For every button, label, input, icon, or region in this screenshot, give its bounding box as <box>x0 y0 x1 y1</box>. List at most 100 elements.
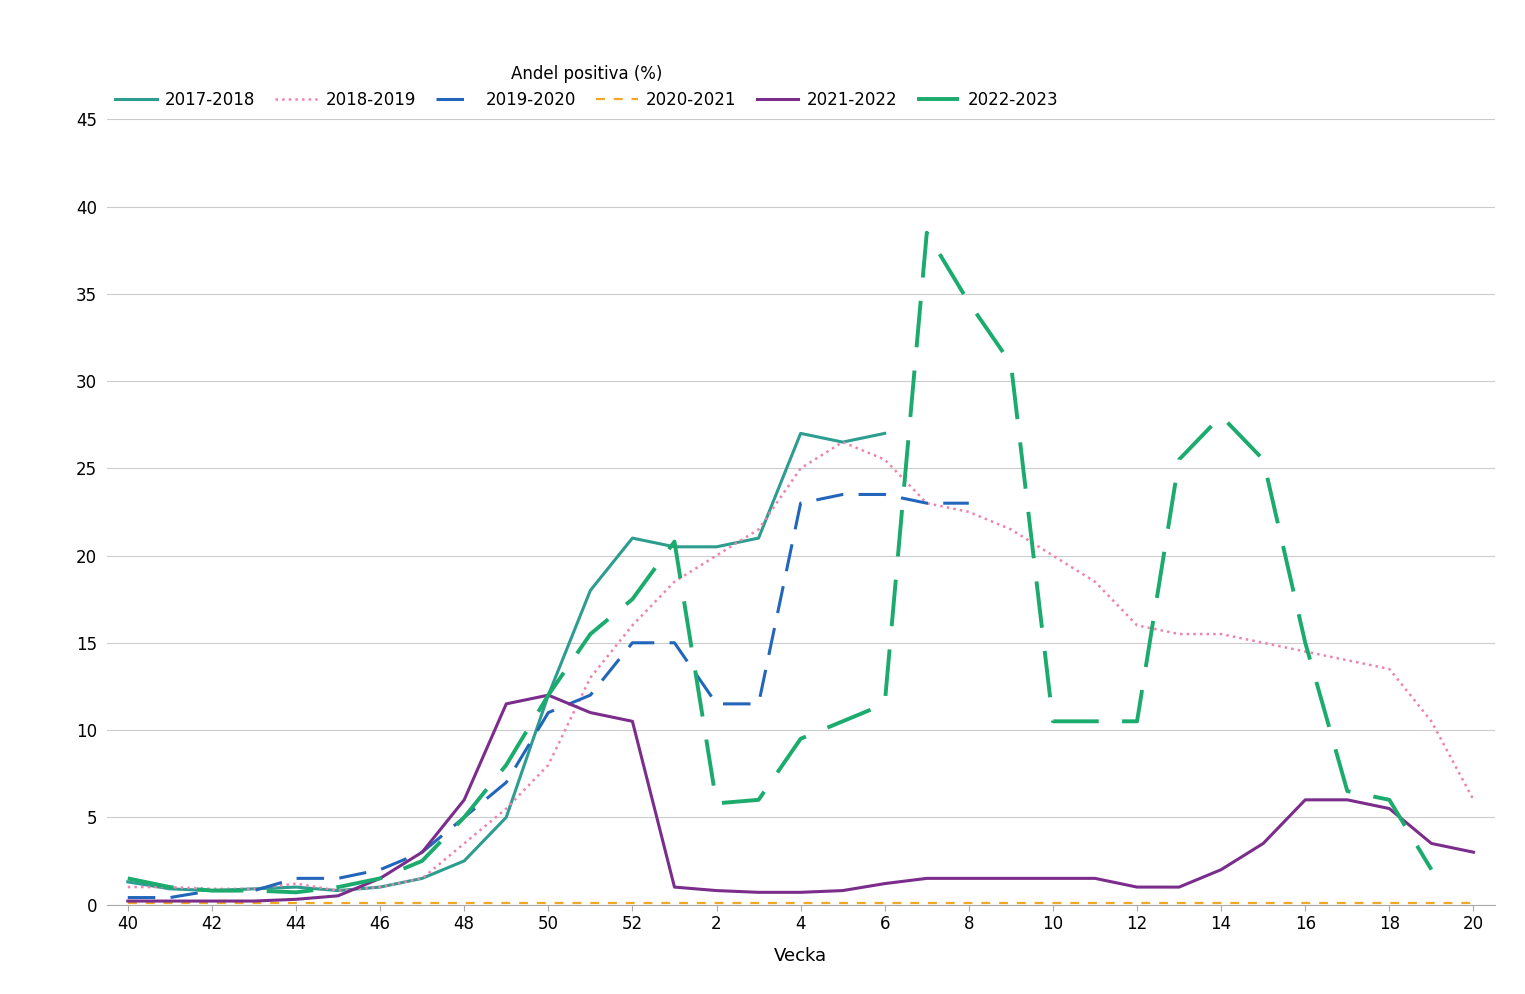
2021-2022 <box>119 895 137 907</box>
2020-2021 <box>1423 897 1441 909</box>
2021-2022 <box>203 895 221 907</box>
2021-2022 <box>1170 881 1188 893</box>
2019-2020 <box>413 846 432 858</box>
2020-2021 <box>834 897 852 909</box>
2019-2020 <box>371 864 389 876</box>
2022-2023 <box>1170 453 1188 465</box>
2018-2019 <box>413 873 432 885</box>
2022-2023 <box>1337 785 1356 797</box>
2018-2019 <box>918 497 936 509</box>
2020-2021 <box>1464 897 1482 909</box>
2018-2019 <box>1423 716 1441 728</box>
2019-2020 <box>875 488 894 500</box>
2018-2019 <box>1043 550 1061 562</box>
2017-2018 <box>119 876 137 888</box>
2017-2018 <box>203 885 221 897</box>
2021-2022 <box>1254 838 1272 850</box>
2021-2022 <box>665 881 683 893</box>
2020-2021 <box>119 897 137 909</box>
2017-2018 <box>749 532 767 544</box>
2018-2019 <box>160 881 178 893</box>
2017-2018 <box>791 427 810 439</box>
2018-2019 <box>791 462 810 474</box>
2020-2021 <box>329 897 348 909</box>
2019-2020 <box>119 892 137 904</box>
2017-2018 <box>371 881 389 893</box>
2017-2018 <box>875 427 894 439</box>
2018-2019 <box>1380 663 1398 675</box>
2021-2022 <box>875 878 894 890</box>
2018-2019 <box>203 883 221 895</box>
2018-2019 <box>708 550 726 562</box>
2022-2023 <box>834 716 852 728</box>
Line: 2017-2018: 2017-2018 <box>128 433 884 891</box>
2021-2022 <box>246 895 264 907</box>
2022-2023 <box>287 887 305 899</box>
2021-2022 <box>1296 794 1315 806</box>
2017-2018 <box>413 873 432 885</box>
2020-2021 <box>1002 897 1020 909</box>
2022-2023 <box>665 536 683 548</box>
2019-2020 <box>497 776 515 788</box>
2022-2023 <box>959 296 978 308</box>
2017-2018 <box>454 855 473 867</box>
2017-2018 <box>287 881 305 893</box>
2020-2021 <box>581 897 599 909</box>
2018-2019 <box>287 878 305 890</box>
2017-2018 <box>497 811 515 823</box>
2020-2021 <box>287 897 305 909</box>
2018-2019 <box>1254 637 1272 649</box>
2020-2021 <box>749 897 767 909</box>
2022-2023 <box>1380 794 1398 806</box>
2018-2019 <box>581 672 599 684</box>
2020-2021 <box>1128 897 1147 909</box>
2021-2022 <box>160 895 178 907</box>
2020-2021 <box>246 897 264 909</box>
2022-2023 <box>1002 358 1020 370</box>
2020-2021 <box>791 897 810 909</box>
2018-2019 <box>119 881 137 893</box>
2017-2018 <box>160 883 178 895</box>
2022-2023 <box>749 794 767 806</box>
2020-2021 <box>624 897 642 909</box>
2021-2022 <box>749 887 767 899</box>
2021-2022 <box>791 887 810 899</box>
2018-2019 <box>1296 645 1315 657</box>
2020-2021 <box>918 897 936 909</box>
2018-2019 <box>329 885 348 897</box>
2022-2023 <box>1254 453 1272 465</box>
2022-2023 <box>1086 716 1104 728</box>
2022-2023 <box>918 227 936 239</box>
2022-2023 <box>329 881 348 893</box>
2021-2022 <box>1464 846 1482 858</box>
2021-2022 <box>329 890 348 902</box>
2021-2022 <box>624 716 642 728</box>
2019-2020 <box>791 497 810 509</box>
2019-2020 <box>287 873 305 885</box>
2020-2021 <box>665 897 683 909</box>
2022-2023 <box>1212 410 1231 421</box>
Line: 2018-2019: 2018-2019 <box>128 442 1473 891</box>
2022-2023 <box>1296 637 1315 649</box>
2019-2020 <box>329 873 348 885</box>
2020-2021 <box>1086 897 1104 909</box>
2020-2021 <box>1380 897 1398 909</box>
2021-2022 <box>454 794 473 806</box>
2019-2020 <box>749 698 767 710</box>
2022-2023 <box>1128 716 1147 728</box>
2020-2021 <box>1337 897 1356 909</box>
Line: 2021-2022: 2021-2022 <box>128 695 1473 901</box>
2019-2020 <box>665 637 683 649</box>
2022-2023 <box>624 593 642 605</box>
2017-2018 <box>540 689 558 701</box>
2022-2023 <box>497 759 515 771</box>
2019-2020 <box>624 637 642 649</box>
2018-2019 <box>665 576 683 587</box>
2020-2021 <box>1170 897 1188 909</box>
2019-2020 <box>918 497 936 509</box>
2017-2018 <box>581 584 599 596</box>
Legend: 2017-2018, 2018-2019, 2019-2020, 2020-2021, 2021-2022, 2022-2023: 2017-2018, 2018-2019, 2019-2020, 2020-20… <box>114 65 1058 109</box>
2021-2022 <box>1423 838 1441 850</box>
2018-2019 <box>834 436 852 448</box>
2017-2018 <box>329 885 348 897</box>
